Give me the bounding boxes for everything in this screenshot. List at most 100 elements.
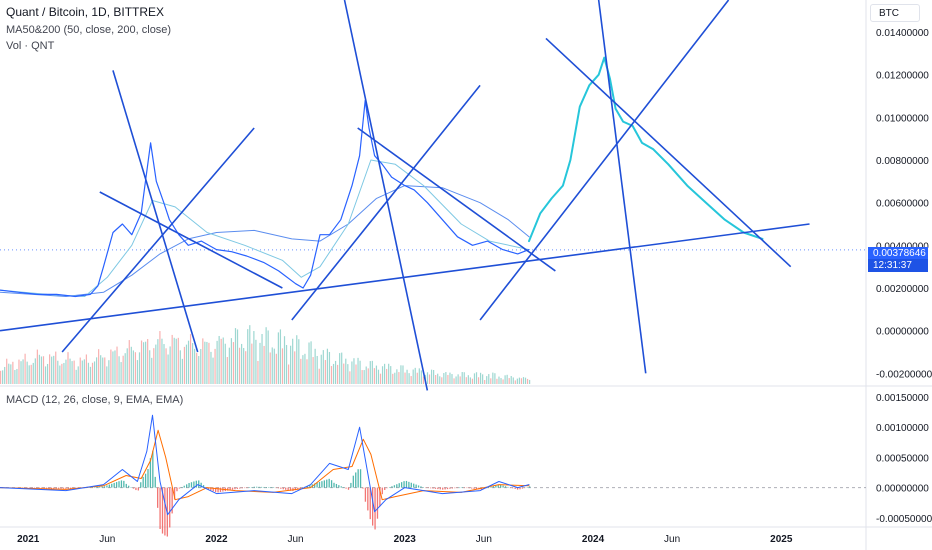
volume-bar (400, 365, 402, 384)
volume-bar (24, 353, 26, 384)
macd-histogram-bar (38, 487, 40, 489)
volume-bar (261, 334, 263, 384)
volume-bar (98, 349, 100, 384)
volume-bar (75, 369, 77, 384)
projection-curve (528, 56, 764, 243)
volume-bar (312, 357, 314, 384)
volume-bar (328, 351, 331, 384)
macd-histogram-bar (299, 487, 301, 489)
volume-bar (494, 373, 496, 384)
volume-bar (467, 375, 469, 384)
trend-line (112, 70, 199, 353)
volume-indicator-legend[interactable]: Vol · QNT (6, 40, 55, 52)
macd-histogram-bar (393, 485, 396, 488)
macd-histogram-bar (514, 487, 516, 489)
macd-histogram-bar (529, 486, 531, 488)
symbol-legend[interactable]: Quant / Bitcoin, 1D, BITTREX (6, 5, 165, 19)
macd-histogram-bar (26, 487, 28, 489)
macd-axis-tick: 0.00100000 (876, 423, 929, 434)
macd-histogram-bar (318, 481, 321, 488)
macd-histogram-bar (74, 487, 77, 489)
macd-histogram-bar (200, 482, 202, 488)
volume-bar (347, 364, 349, 384)
volume-bar (363, 370, 365, 384)
volume-bar (165, 348, 167, 384)
volume-bar (132, 350, 134, 384)
volume-bar (359, 360, 361, 384)
volume-bar (171, 334, 173, 384)
volume-bar (420, 370, 422, 384)
volume-bar (341, 352, 343, 384)
volume-bar (114, 350, 116, 384)
macd-histogram-bar (490, 486, 492, 488)
volume-bar (428, 374, 431, 384)
macd-histogram-bar (391, 486, 393, 488)
volume-bar (241, 343, 243, 384)
volume-bar (285, 344, 288, 384)
volume-bar (194, 348, 196, 384)
volume-bar (6, 358, 8, 384)
volume-bar (367, 368, 369, 384)
volume-bar (498, 376, 500, 384)
macd-histogram-bar (347, 487, 350, 490)
volume-bar (65, 359, 67, 384)
volume-bar (130, 346, 132, 384)
trend-line (545, 37, 792, 268)
volume-bar (255, 339, 257, 384)
macd-histogram-bar (495, 485, 497, 488)
volume-bar (490, 378, 492, 384)
macd-histogram-bar (388, 487, 391, 488)
currency-selector[interactable]: BTC (870, 4, 920, 22)
volume-bar (439, 376, 441, 384)
macd-histogram-bar (405, 480, 408, 488)
macd-histogram-bar (492, 486, 495, 488)
ma-indicator-legend[interactable]: MA50&200 (50, close, 200, close) (6, 24, 172, 36)
volume-bar (63, 362, 65, 384)
volume-bar (232, 342, 235, 384)
macd-histogram-bar (301, 487, 304, 489)
macd-histogram-bar (229, 487, 231, 491)
volume-bar (398, 372, 400, 384)
volume-bar (453, 378, 455, 384)
macd-indicator-legend[interactable]: MACD (12, 26, close, 9, EMA, EMA) (6, 394, 184, 406)
volume-bar (318, 368, 320, 384)
volume-bar (465, 377, 467, 384)
price-axis-tick: 0.00000000 (876, 327, 929, 338)
volume-bar (42, 356, 45, 384)
trend-line (343, 0, 429, 391)
volume-bar (230, 338, 233, 384)
macd-histogram-bar (475, 487, 478, 490)
volume-bar (30, 364, 32, 384)
macd-histogram-bar (258, 486, 260, 488)
volume-bar (55, 351, 57, 384)
volume-bar (20, 361, 22, 384)
volume-bar (2, 370, 4, 384)
price-axis-tick: 0.00800000 (876, 156, 929, 167)
volume-bar (451, 374, 453, 384)
volume-bar (508, 378, 510, 384)
macd-histogram-bar (198, 480, 200, 488)
volume-bar (375, 365, 378, 384)
macd-histogram-bar (340, 486, 342, 488)
volume-bar (91, 362, 94, 384)
macd-histogram-bar (108, 484, 111, 488)
volume-bar (167, 354, 169, 384)
macd-histogram-bar (297, 487, 299, 490)
volume-bar (504, 375, 506, 384)
trend-line (357, 127, 556, 272)
macd-histogram-bar (381, 487, 383, 495)
macd-histogram-bar (57, 487, 60, 489)
macd-histogram-bar (446, 487, 449, 490)
macd-histogram-bar (118, 481, 120, 488)
volume-bar (16, 368, 18, 384)
volume-bar (430, 369, 433, 384)
volume-bar (44, 366, 47, 384)
volume-bar (463, 372, 465, 384)
volume-bar (185, 344, 188, 384)
volume-bar (294, 351, 296, 384)
volume-bar (89, 366, 92, 384)
volume-bar (157, 339, 159, 384)
volume-bar (26, 361, 28, 384)
volume-bar (330, 366, 333, 384)
